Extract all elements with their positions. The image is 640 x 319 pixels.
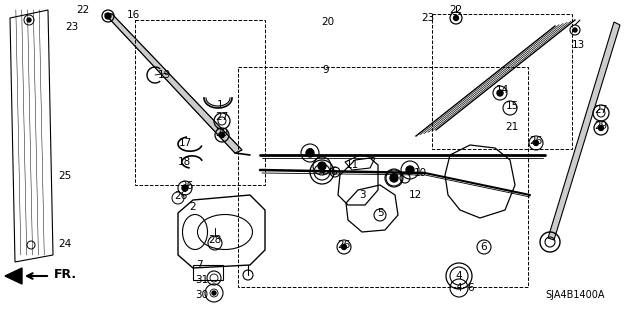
Text: 4: 4 bbox=[456, 271, 462, 281]
Text: 29: 29 bbox=[216, 128, 228, 138]
Text: SJA4B1400A: SJA4B1400A bbox=[545, 290, 605, 300]
Text: 28: 28 bbox=[209, 235, 221, 245]
Circle shape bbox=[390, 174, 398, 182]
Circle shape bbox=[598, 125, 604, 130]
Text: 4: 4 bbox=[319, 167, 325, 177]
Text: 14: 14 bbox=[495, 85, 509, 95]
Bar bbox=[238, 67, 528, 287]
Circle shape bbox=[27, 18, 31, 22]
Text: 26: 26 bbox=[180, 181, 194, 191]
Text: 30: 30 bbox=[195, 290, 209, 300]
Bar bbox=[432, 14, 572, 149]
Text: 8: 8 bbox=[319, 162, 325, 172]
Circle shape bbox=[318, 162, 326, 170]
Text: FR.: FR. bbox=[54, 268, 77, 280]
Text: 8: 8 bbox=[307, 148, 314, 158]
Text: 26: 26 bbox=[529, 136, 543, 146]
Text: 7: 7 bbox=[196, 260, 202, 270]
Text: 1: 1 bbox=[217, 100, 223, 110]
Circle shape bbox=[105, 13, 111, 19]
Text: 27: 27 bbox=[216, 112, 228, 122]
Circle shape bbox=[406, 166, 414, 174]
Circle shape bbox=[497, 90, 503, 96]
Circle shape bbox=[573, 28, 577, 32]
Text: 29: 29 bbox=[595, 121, 607, 131]
Text: 22: 22 bbox=[76, 5, 90, 15]
Circle shape bbox=[534, 140, 538, 145]
Circle shape bbox=[306, 149, 314, 157]
Text: 9: 9 bbox=[323, 65, 330, 75]
Text: 8: 8 bbox=[390, 173, 397, 183]
Text: 31: 31 bbox=[195, 275, 209, 285]
Text: 20: 20 bbox=[321, 17, 335, 27]
Circle shape bbox=[220, 132, 225, 137]
Polygon shape bbox=[105, 14, 242, 153]
Polygon shape bbox=[548, 22, 620, 240]
Text: 21: 21 bbox=[506, 122, 518, 132]
Text: 19: 19 bbox=[157, 70, 171, 80]
Text: 2: 2 bbox=[189, 202, 196, 212]
Bar bbox=[193, 265, 223, 280]
Bar bbox=[135, 20, 265, 185]
Circle shape bbox=[342, 244, 346, 249]
Text: 26: 26 bbox=[174, 191, 188, 201]
Circle shape bbox=[212, 291, 216, 295]
Text: 15: 15 bbox=[506, 101, 518, 111]
Text: 10: 10 bbox=[413, 168, 427, 178]
Text: 3: 3 bbox=[358, 190, 365, 200]
Text: 16: 16 bbox=[126, 10, 140, 20]
Text: 6: 6 bbox=[468, 283, 474, 293]
Text: 22: 22 bbox=[449, 5, 463, 15]
Text: 12: 12 bbox=[408, 190, 422, 200]
Text: 5: 5 bbox=[377, 208, 383, 218]
Text: 18: 18 bbox=[177, 157, 191, 167]
Text: 6: 6 bbox=[331, 167, 337, 177]
Circle shape bbox=[454, 16, 458, 20]
Text: 23: 23 bbox=[65, 22, 79, 32]
Text: 27: 27 bbox=[595, 105, 607, 115]
Text: 23: 23 bbox=[421, 13, 435, 23]
Polygon shape bbox=[5, 268, 22, 284]
Text: 13: 13 bbox=[572, 40, 584, 50]
Circle shape bbox=[182, 185, 188, 191]
Text: 25: 25 bbox=[58, 171, 72, 181]
Text: 24: 24 bbox=[58, 239, 72, 249]
Text: 4: 4 bbox=[456, 283, 462, 293]
Text: 11: 11 bbox=[346, 160, 358, 170]
Text: 17: 17 bbox=[179, 138, 191, 148]
Text: 26: 26 bbox=[337, 240, 351, 250]
Text: 6: 6 bbox=[481, 242, 487, 252]
